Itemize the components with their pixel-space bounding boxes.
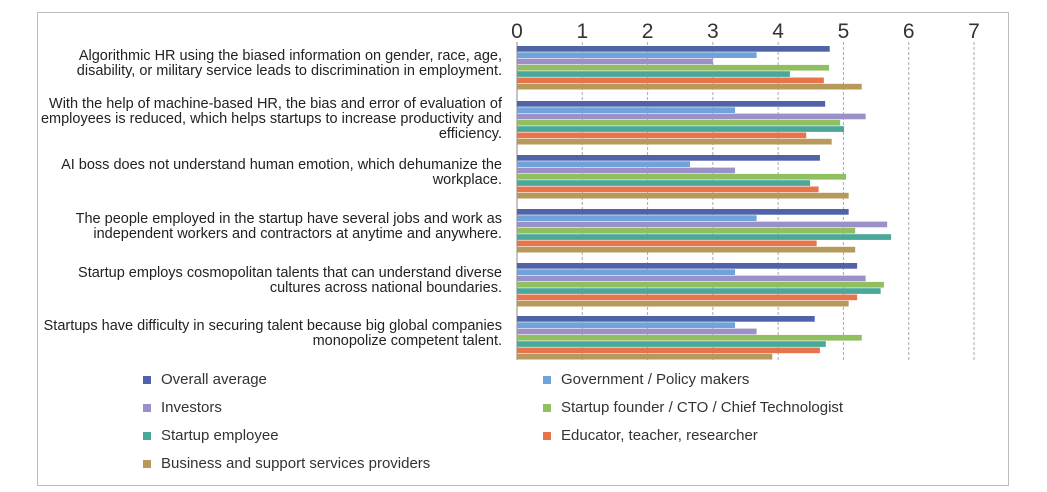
bar xyxy=(517,161,691,167)
bar xyxy=(517,192,849,199)
bar xyxy=(517,126,845,132)
bar xyxy=(517,58,713,65)
x-tick-label: 7 xyxy=(968,20,980,43)
bar xyxy=(517,209,849,215)
legend-item: Educator, teacher, researcher xyxy=(543,427,758,444)
x-tick-label: 4 xyxy=(772,20,784,43)
legend-label: Investors xyxy=(161,399,222,416)
legend-label: Overall average xyxy=(161,371,267,388)
legend-label: Government / Policy makers xyxy=(561,371,750,388)
bar xyxy=(517,119,841,126)
frame xyxy=(37,12,1009,486)
legend-swatch xyxy=(143,431,151,440)
bar xyxy=(517,52,757,58)
category-label: Startups have difficulty in securing tal… xyxy=(43,318,502,349)
bar xyxy=(517,263,858,269)
bar xyxy=(517,46,830,52)
bar xyxy=(517,328,757,335)
bar xyxy=(517,173,847,180)
bar xyxy=(517,300,849,307)
bar xyxy=(517,186,819,193)
bar xyxy=(517,227,856,234)
bar xyxy=(517,132,807,139)
legend-label: Startup founder / CTO / Chief Technologi… xyxy=(561,399,844,416)
legend-item: Overall average xyxy=(143,371,267,388)
legend-swatch xyxy=(143,375,151,384)
bar xyxy=(517,71,790,77)
bar xyxy=(517,113,866,120)
legend-item: Startup founder / CTO / Chief Technologi… xyxy=(543,399,843,416)
bar xyxy=(517,322,736,328)
bar xyxy=(517,107,736,113)
bar xyxy=(517,240,817,247)
bar xyxy=(517,138,832,145)
bar xyxy=(517,167,736,174)
x-tick-label: 5 xyxy=(838,20,850,43)
x-tick-label: 3 xyxy=(707,20,719,43)
bar xyxy=(517,347,820,354)
bar xyxy=(517,294,858,301)
legend-item: Business and support services providers xyxy=(143,455,430,472)
x-tick-label: 1 xyxy=(576,20,588,43)
bar xyxy=(517,64,830,71)
legend-swatch xyxy=(543,375,551,384)
legend-swatch xyxy=(143,459,151,468)
legend-item: Investors xyxy=(143,399,222,416)
x-tick-label: 6 xyxy=(903,20,915,43)
bar xyxy=(517,215,757,221)
legend-swatch xyxy=(543,403,551,412)
legend-swatch xyxy=(143,403,151,412)
category-label: With the help of machine-based HR, the b… xyxy=(40,95,502,142)
bar xyxy=(517,341,826,347)
bar xyxy=(517,281,884,288)
legend-item: Government / Policy makers xyxy=(543,371,749,388)
category-label: The people employed in the startup have … xyxy=(75,211,502,242)
legend-swatch xyxy=(543,431,551,440)
x-tick-label: 0 xyxy=(511,20,523,43)
bar xyxy=(517,316,815,322)
legend-item: Startup employee xyxy=(143,427,279,444)
bar xyxy=(517,269,736,275)
category-label: AI boss does not understand human emotio… xyxy=(61,157,502,188)
bar xyxy=(517,246,856,253)
bar xyxy=(517,155,820,161)
legend-label: Business and support services providers xyxy=(161,455,431,472)
bar xyxy=(517,353,773,360)
x-tick-label: 2 xyxy=(642,20,654,43)
bar xyxy=(517,288,881,294)
bar xyxy=(517,221,888,228)
bar xyxy=(517,101,826,107)
bar xyxy=(517,234,892,240)
legend-label: Startup employee xyxy=(161,427,279,444)
category-label: Startup employs cosmopolitan talents tha… xyxy=(78,265,502,296)
bar xyxy=(517,83,862,90)
bar xyxy=(517,334,862,341)
bar xyxy=(517,180,811,186)
legend-label: Educator, teacher, researcher xyxy=(561,427,758,444)
category-label: Algorithmic HR using the biased informat… xyxy=(76,48,502,79)
bar xyxy=(517,77,824,84)
bar xyxy=(517,275,866,282)
